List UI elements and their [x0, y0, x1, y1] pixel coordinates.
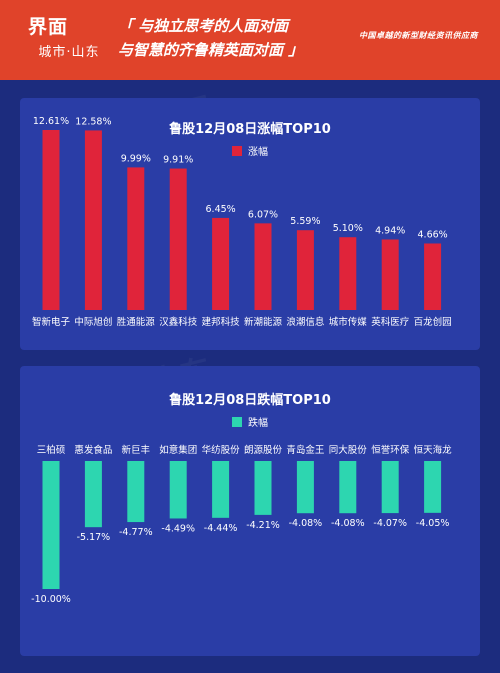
category-label: 浪潮信息 — [286, 316, 324, 328]
losers-panel: 鲁股12月08日跌幅TOP10 跌幅 -10.00% 三柏硕 -5.17% 惠发食品 -4.… — [20, 366, 480, 656]
brand-logo: 界面 城市·山东 — [28, 14, 110, 62]
category-label: 如意集团 — [159, 444, 197, 456]
data-label: -4.77% — [119, 527, 153, 538]
legend-swatch — [232, 417, 242, 427]
bar — [42, 130, 60, 310]
category-label: 城市传媒 — [329, 316, 368, 328]
bar — [169, 168, 187, 310]
legend-label: 跌幅 — [248, 416, 268, 429]
chart-title: 鲁股12月08日涨幅TOP10 — [169, 121, 331, 137]
bar — [254, 461, 272, 515]
bar — [424, 243, 442, 310]
bar — [254, 223, 272, 310]
data-label: -4.05% — [416, 518, 450, 529]
category-label: 中际旭创 — [74, 316, 112, 328]
bar — [339, 461, 357, 514]
data-label: 12.58% — [75, 116, 111, 127]
data-label: 9.91% — [163, 155, 193, 166]
bar — [339, 237, 357, 310]
data-label: -4.08% — [289, 518, 323, 529]
bar — [212, 461, 230, 518]
category-label: 同大股份 — [329, 444, 368, 456]
bar — [381, 239, 399, 310]
category-label: 青岛金王 — [286, 444, 325, 456]
legend-label: 涨幅 — [248, 145, 268, 158]
slogan-line-2: 与智慧的齐鲁精英面对面 」 — [118, 41, 304, 59]
data-label: 12.61% — [33, 116, 69, 127]
data-label: 5.59% — [290, 216, 320, 227]
header-banner: 界面 城市·山东 「 与独立思考的人面对面 与智慧的齐鲁精英面对面 」 中国卓越… — [0, 0, 500, 80]
data-label: 4.66% — [418, 229, 448, 240]
category-label: 朗源股份 — [244, 444, 283, 456]
data-label: 4.94% — [375, 225, 405, 236]
bar — [84, 130, 102, 310]
bar — [42, 461, 60, 589]
category-label: 恒天海龙 — [414, 444, 453, 456]
category-label: 新巨丰 — [122, 444, 151, 456]
bar — [296, 461, 314, 514]
bar — [169, 461, 187, 519]
gainers-panel: 鲁股12月08日涨幅TOP10 涨幅 12.61% 智新电子 12.58% 中际旭创 9.9… — [20, 98, 480, 350]
slogan: 「 与独立思考的人面对面 与智慧的齐鲁精英面对面 」 — [118, 14, 328, 62]
category-label: 汉鑫科技 — [159, 316, 198, 328]
logo-main-text: 界面 — [28, 16, 69, 38]
category-label: 胜通能源 — [117, 316, 156, 328]
bar — [212, 217, 230, 310]
category-label: 三柏硕 — [37, 444, 66, 456]
data-label: -4.44% — [204, 523, 238, 534]
data-label: -4.08% — [331, 518, 365, 529]
bar — [127, 167, 145, 310]
category-label: 惠发食品 — [74, 444, 112, 456]
data-label: 5.10% — [333, 223, 363, 234]
tagline: 中国卓越的新型财经资讯供应商 — [359, 31, 478, 40]
bar — [296, 230, 314, 310]
category-label: 智新电子 — [32, 316, 71, 328]
losers-chart: 鲁股12月08日跌幅TOP10 跌幅 -10.00% 三柏硕 -5.17% 惠发食品 -4.… — [31, 392, 453, 605]
legend-swatch — [232, 146, 242, 156]
data-label: 6.07% — [248, 209, 278, 220]
logo-sub-text: 城市·山东 — [38, 45, 100, 60]
bar — [127, 461, 145, 523]
category-label: 华纺股份 — [202, 444, 241, 456]
category-label: 建邦科技 — [202, 316, 241, 328]
category-label: 恒誉环保 — [371, 444, 410, 456]
data-label: 6.45% — [206, 204, 236, 215]
category-label: 新潮能源 — [244, 316, 283, 328]
bar — [84, 461, 102, 528]
data-label: -4.21% — [246, 520, 280, 531]
data-label: -4.49% — [161, 523, 195, 534]
category-label: 英科医疗 — [371, 316, 410, 328]
data-label: -4.07% — [373, 518, 407, 529]
bar — [381, 461, 399, 514]
data-label: -10.00% — [31, 594, 71, 605]
gainers-chart: 鲁股12月08日涨幅TOP10 涨幅 12.61% 智新电子 12.58% 中际旭创 9.9… — [32, 116, 452, 328]
data-label: -5.17% — [77, 532, 111, 543]
data-label: 9.99% — [121, 153, 151, 164]
category-label: 百龙创园 — [414, 316, 452, 328]
slogan-line-1: 「 与独立思考的人面对面 — [118, 17, 289, 35]
bar — [424, 461, 442, 513]
chart-title: 鲁股12月08日跌幅TOP10 — [169, 392, 331, 408]
